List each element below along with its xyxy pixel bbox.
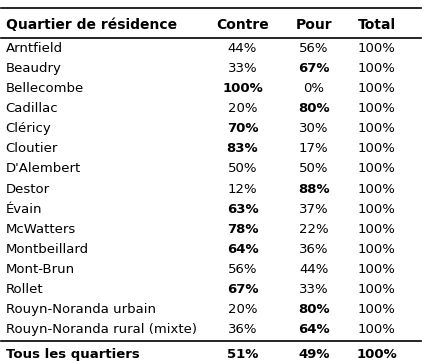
Text: 56%: 56% xyxy=(299,42,328,55)
Text: 80%: 80% xyxy=(298,303,330,316)
Text: 100%: 100% xyxy=(358,203,395,216)
Text: 44%: 44% xyxy=(228,42,257,55)
Text: 30%: 30% xyxy=(299,122,328,135)
Text: 100%: 100% xyxy=(358,183,395,196)
Text: 63%: 63% xyxy=(227,203,258,216)
Text: Rouyn-Noranda rural (mixte): Rouyn-Noranda rural (mixte) xyxy=(5,323,197,336)
Text: Montbeillard: Montbeillard xyxy=(5,243,89,256)
Text: 33%: 33% xyxy=(299,283,328,296)
Text: D'Alembert: D'Alembert xyxy=(5,162,81,175)
Text: 100%: 100% xyxy=(358,303,395,316)
Text: 100%: 100% xyxy=(358,142,395,155)
Text: Évain: Évain xyxy=(5,203,42,216)
Text: Tous les quartiers: Tous les quartiers xyxy=(5,348,139,361)
Text: 78%: 78% xyxy=(227,223,258,236)
Text: 0%: 0% xyxy=(303,82,324,95)
Text: Cléricy: Cléricy xyxy=(5,122,51,135)
Text: 49%: 49% xyxy=(298,348,330,361)
Text: 100%: 100% xyxy=(358,62,395,75)
Text: 80%: 80% xyxy=(298,102,330,115)
Text: Beaudry: Beaudry xyxy=(5,62,62,75)
Text: 36%: 36% xyxy=(299,243,328,256)
Text: 37%: 37% xyxy=(299,203,328,216)
Text: 22%: 22% xyxy=(299,223,328,236)
Text: 56%: 56% xyxy=(228,263,257,276)
Text: 50%: 50% xyxy=(228,162,257,175)
Text: 64%: 64% xyxy=(227,243,258,256)
Text: 100%: 100% xyxy=(358,102,395,115)
Text: 44%: 44% xyxy=(299,263,328,276)
Text: 36%: 36% xyxy=(228,323,257,336)
Text: Total: Total xyxy=(357,18,396,31)
Text: Contre: Contre xyxy=(216,18,269,31)
Text: 67%: 67% xyxy=(227,283,258,296)
Text: 20%: 20% xyxy=(228,102,257,115)
Text: Rouyn-Noranda urbain: Rouyn-Noranda urbain xyxy=(5,303,156,316)
Text: 33%: 33% xyxy=(227,62,257,75)
Text: 100%: 100% xyxy=(358,162,395,175)
Text: 67%: 67% xyxy=(298,62,330,75)
Text: 100%: 100% xyxy=(358,82,395,95)
Text: Pour: Pour xyxy=(295,18,332,31)
Text: 100%: 100% xyxy=(358,263,395,276)
Text: 17%: 17% xyxy=(299,142,328,155)
Text: 50%: 50% xyxy=(299,162,328,175)
Text: Mont-Brun: Mont-Brun xyxy=(5,263,75,276)
Text: 83%: 83% xyxy=(227,142,258,155)
Text: 100%: 100% xyxy=(358,323,395,336)
Text: McWatters: McWatters xyxy=(5,223,76,236)
Text: 64%: 64% xyxy=(298,323,330,336)
Text: 12%: 12% xyxy=(227,183,257,196)
Text: 88%: 88% xyxy=(298,183,330,196)
Text: Quartier de résidence: Quartier de résidence xyxy=(5,18,177,31)
Text: 20%: 20% xyxy=(228,303,257,316)
Text: 100%: 100% xyxy=(358,243,395,256)
Text: 100%: 100% xyxy=(358,223,395,236)
Text: Cadillac: Cadillac xyxy=(5,102,58,115)
Text: 51%: 51% xyxy=(227,348,258,361)
Text: 100%: 100% xyxy=(222,82,263,95)
Text: 70%: 70% xyxy=(227,122,258,135)
Text: 100%: 100% xyxy=(356,348,397,361)
Text: 100%: 100% xyxy=(358,122,395,135)
Text: Bellecombe: Bellecombe xyxy=(5,82,84,95)
Text: 100%: 100% xyxy=(358,283,395,296)
Text: Cloutier: Cloutier xyxy=(5,142,58,155)
Text: Rollet: Rollet xyxy=(5,283,43,296)
Text: Destor: Destor xyxy=(5,183,50,196)
Text: Arntfield: Arntfield xyxy=(5,42,63,55)
Text: 100%: 100% xyxy=(358,42,395,55)
